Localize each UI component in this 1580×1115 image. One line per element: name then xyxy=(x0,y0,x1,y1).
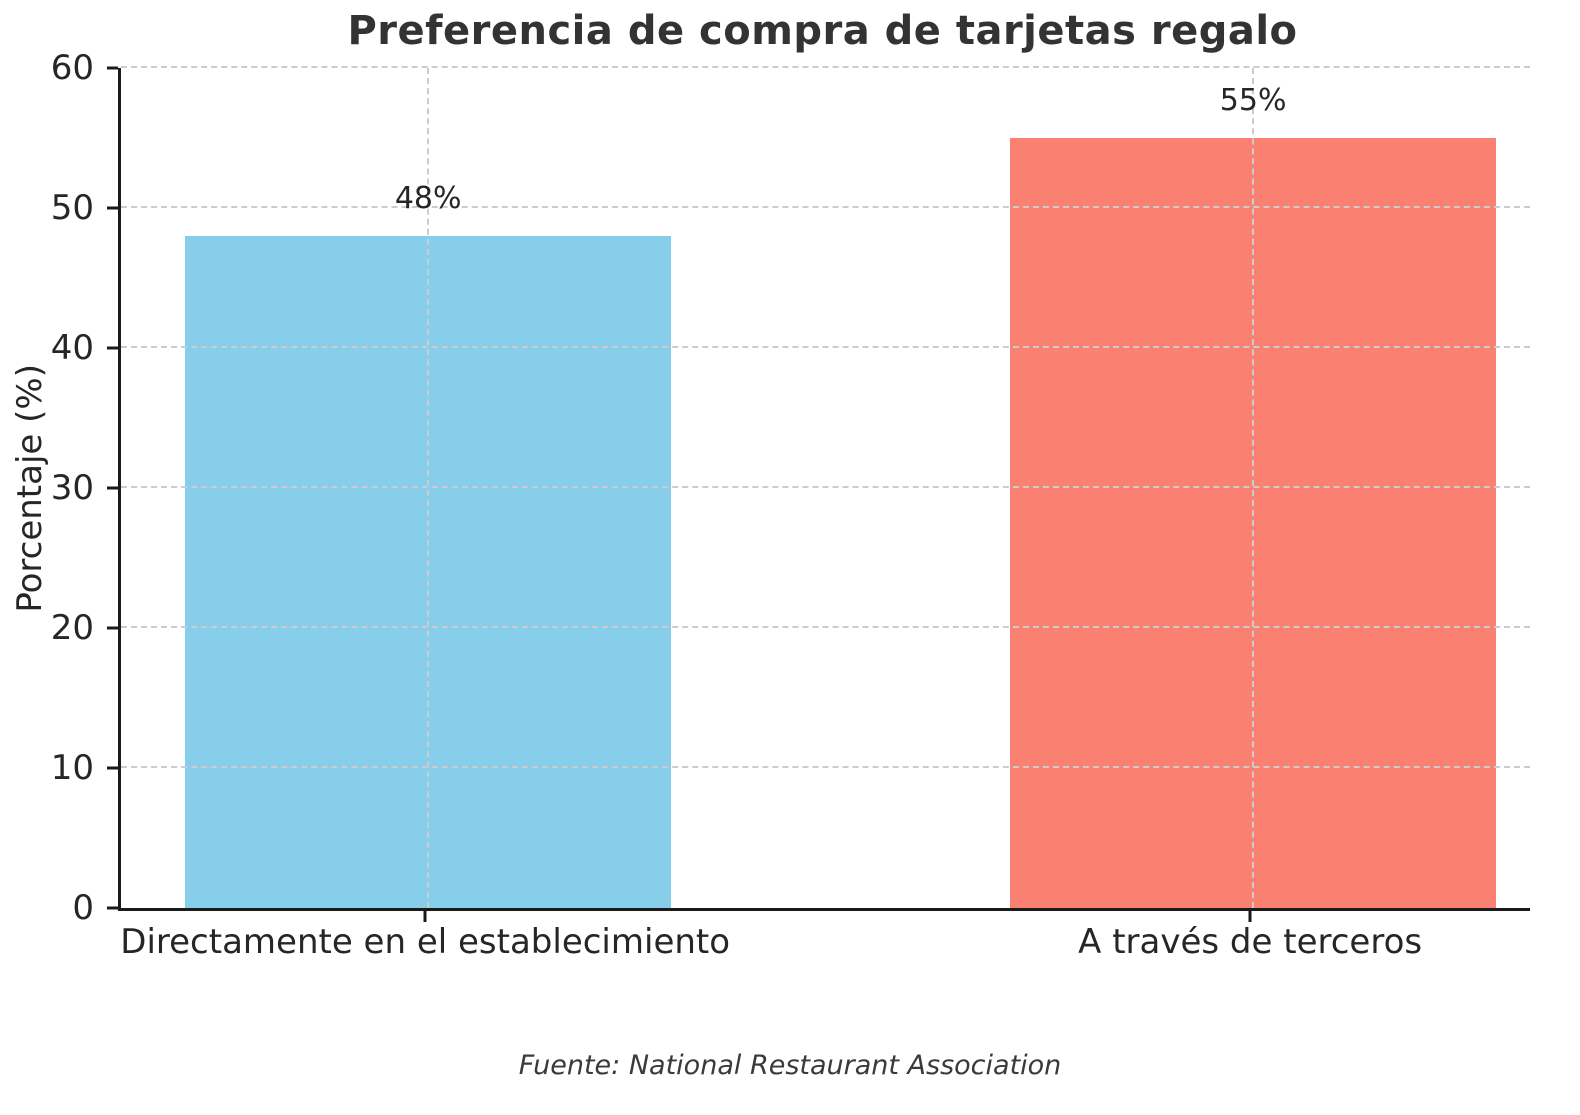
y-tick-10 xyxy=(107,766,118,770)
h-gridline-40 xyxy=(121,346,1530,349)
y-tick-30 xyxy=(107,486,118,490)
y-tick-label-20: 20 xyxy=(50,608,94,649)
y-tick-label-10: 10 xyxy=(50,748,94,789)
x-axis xyxy=(118,911,1527,927)
bar-value-label-1: 55% xyxy=(1219,83,1287,119)
h-gridline-10 xyxy=(121,766,1530,769)
h-gridline-20 xyxy=(121,626,1530,629)
h-gridline-30 xyxy=(121,486,1530,488)
bar-value-label-0: 48% xyxy=(394,181,462,216)
x-category-label-0: Directamente en el establecimiento xyxy=(120,922,731,962)
h-gridline-50 xyxy=(121,206,1530,208)
y-tick-40 xyxy=(107,346,118,350)
y-tick-0 xyxy=(107,906,118,910)
y-tick-50 xyxy=(107,206,118,210)
source-note: Fuente: National Restaurant Association xyxy=(518,1050,1062,1081)
y-tick-20 xyxy=(107,626,118,630)
y-tick-60 xyxy=(107,66,118,70)
y-axis: 0 10 20 30 40 50 60 xyxy=(0,51,118,925)
y-tick-label-50: 50 xyxy=(50,188,94,228)
y-tick-label-0: 0 xyxy=(72,888,94,928)
v-gridline-0 xyxy=(427,68,430,908)
y-tick-label-60: 60 xyxy=(50,48,94,88)
chart-title: Preferencia de compra de tarjetas regalo xyxy=(347,8,1298,54)
plot-area: 48% 55% xyxy=(118,66,1530,911)
y-tick-label-40: 40 xyxy=(50,328,94,369)
x-tick-0 xyxy=(423,911,427,922)
x-category-label-1: A través de terceros xyxy=(1078,922,1423,962)
v-gridline-1 xyxy=(1252,68,1255,908)
x-axis-labels: Directamente en el establecimiento A trav… xyxy=(118,922,1527,972)
x-tick-1 xyxy=(1248,911,1252,922)
h-gridline-60 xyxy=(121,66,1530,68)
y-tick-label-30: 30 xyxy=(50,468,94,508)
